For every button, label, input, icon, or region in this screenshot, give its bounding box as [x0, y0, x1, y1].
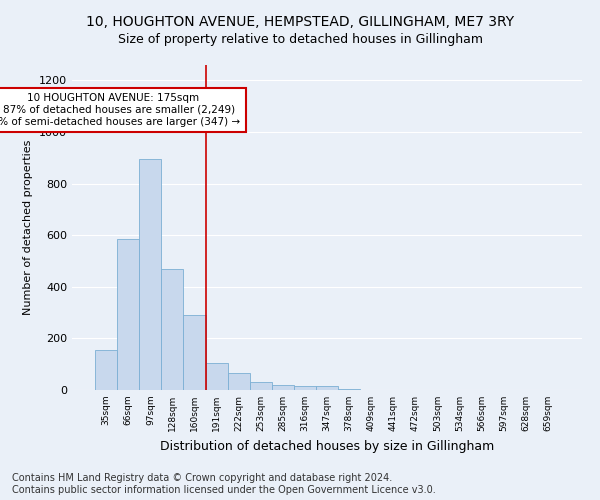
Text: Contains HM Land Registry data © Crown copyright and database right 2024.
Contai: Contains HM Land Registry data © Crown c… [12, 474, 436, 495]
Bar [95, 350, 117, 390]
Bar [294, 386, 316, 390]
Bar [206, 363, 227, 390]
X-axis label: Distribution of detached houses by size in Gillingham: Distribution of detached houses by size … [160, 440, 494, 452]
Bar [184, 315, 206, 390]
Bar [338, 388, 360, 390]
Text: 10, HOUGHTON AVENUE, HEMPSTEAD, GILLINGHAM, ME7 3RY: 10, HOUGHTON AVENUE, HEMPSTEAD, GILLINGH… [86, 15, 514, 29]
Bar [117, 239, 139, 390]
Bar [272, 385, 294, 390]
Bar [161, 269, 184, 390]
Text: 10 HOUGHTON AVENUE: 175sqm
← 87% of detached houses are smaller (2,249)
13% of s: 10 HOUGHTON AVENUE: 175sqm ← 87% of deta… [0, 94, 241, 126]
Y-axis label: Number of detached properties: Number of detached properties [23, 140, 34, 315]
Bar [227, 373, 250, 390]
Text: Size of property relative to detached houses in Gillingham: Size of property relative to detached ho… [118, 32, 482, 46]
Bar [316, 386, 338, 390]
Bar [250, 382, 272, 390]
Bar [139, 159, 161, 390]
